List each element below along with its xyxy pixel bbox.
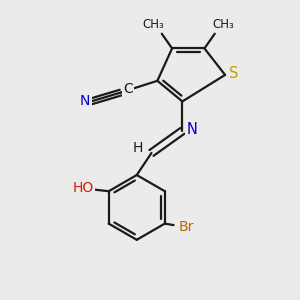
Text: HO: HO — [73, 181, 94, 195]
Text: CH₃: CH₃ — [142, 18, 164, 32]
Text: H: H — [133, 141, 143, 154]
Text: C: C — [123, 82, 133, 96]
Text: N: N — [186, 122, 197, 137]
Text: CH₃: CH₃ — [213, 18, 235, 32]
Text: S: S — [229, 66, 239, 81]
Text: N: N — [80, 94, 90, 108]
Text: Br: Br — [178, 220, 194, 234]
